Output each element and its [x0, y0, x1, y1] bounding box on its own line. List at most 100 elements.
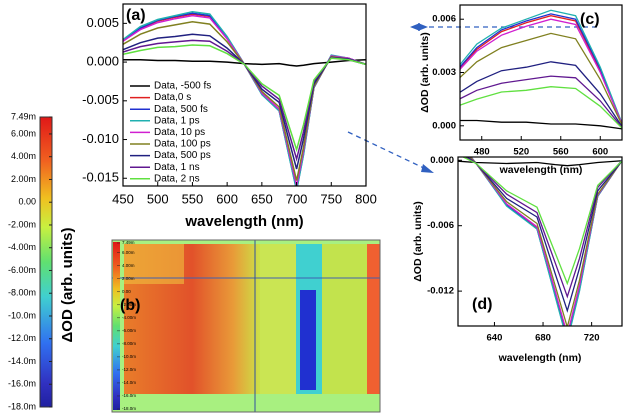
colorbar-tick-label: -4.00m	[8, 242, 36, 252]
mini-colorbar-tick-label: 7.49m	[122, 240, 135, 245]
heatmap-region	[300, 290, 316, 390]
colorbar-tick-label: 2.00m	[11, 174, 36, 184]
series-line	[460, 86, 622, 130]
series-line	[123, 59, 366, 67]
colorbar-tick-label: 0.00	[18, 197, 36, 207]
y-tick-label: 0.000	[86, 54, 119, 69]
mini-colorbar-tick-label: -4.00m	[122, 315, 136, 320]
y-tick-label: 0.006	[432, 14, 456, 25]
series-line	[460, 61, 622, 128]
legend-label: Data,0 s	[154, 92, 191, 103]
x-tick-label: 680	[535, 333, 551, 344]
colorbar	[39, 116, 53, 408]
legend-label: Data, 1 ns	[154, 162, 200, 173]
x-tick-label: 700	[286, 191, 308, 206]
mini-colorbar-tick-label: 4.00m	[122, 263, 135, 268]
y-tick-label: 0.003	[432, 67, 456, 78]
x-tick-label: 640	[487, 333, 503, 344]
series-line	[469, 157, 622, 326]
arrow-head	[410, 23, 420, 31]
mini-colorbar-tick-label: -18.0m	[122, 406, 136, 411]
legend-label: Data, 500 fs	[154, 104, 208, 115]
legend-label: Data, 10 ps	[154, 127, 205, 138]
panel-label: (a)	[126, 7, 146, 24]
panel-label: (b)	[120, 297, 140, 314]
y-tick-label: 0.000	[432, 120, 456, 131]
y-axis-label: ΔOD (arb. units)	[412, 201, 424, 281]
series-line	[460, 75, 622, 129]
mini-colorbar-tick-label: -16.0m	[122, 393, 136, 398]
heatmap-region	[124, 244, 184, 284]
plot-area	[460, 9, 622, 130]
x-tick-label: 600	[592, 147, 608, 158]
legend-label: Data, 1 ps	[154, 115, 200, 126]
panel-label: (c)	[580, 11, 600, 28]
y-tick-label: -0.012	[427, 286, 454, 297]
mini-colorbar-tick-label: -14.0m	[122, 380, 136, 385]
colorbar-tick-label: -18.0m	[8, 401, 36, 411]
colorbar-label: ΔOD (arb. units)	[59, 228, 76, 343]
heatmap-region	[322, 244, 367, 394]
x-tick-label: 750	[320, 191, 342, 206]
series-line	[460, 13, 622, 126]
x-tick-label: 500	[147, 191, 169, 206]
colorbar-tick-label: -10.0m	[8, 310, 36, 320]
plot-frame	[122, 3, 367, 187]
y-axis-label: ΔOD (arb. units)	[419, 32, 431, 112]
series-line	[460, 9, 622, 126]
plot-area	[458, 157, 622, 326]
colorbar-tick-label: 4.00m	[11, 151, 36, 161]
x-tick-label: 720	[584, 333, 600, 344]
heatmap-region	[260, 244, 296, 394]
mini-colorbar	[113, 242, 120, 410]
series-line	[460, 32, 622, 127]
panel-label: (d)	[472, 296, 492, 313]
x-tick-label: 520	[513, 147, 529, 158]
series-line	[123, 33, 366, 170]
series-line	[461, 157, 622, 286]
x-tick-label: 450	[112, 191, 134, 206]
colorbar-tick-label: -8.00m	[8, 288, 36, 298]
plot-frame	[457, 156, 623, 327]
x-tick-label: 600	[216, 191, 238, 206]
x-tick-label: 550	[182, 191, 204, 206]
series-line	[458, 160, 622, 167]
colorbar-tick-label: -2.00m	[8, 219, 36, 229]
series-line	[123, 44, 366, 153]
legend-label: Data, 2 ns	[154, 173, 200, 184]
x-axis-label: wavelength (nm)	[498, 352, 582, 364]
series-line	[466, 157, 622, 313]
series-line	[460, 18, 622, 126]
mini-colorbar-tick-label: 6.00m	[122, 250, 135, 255]
y-tick-label: -0.005	[82, 92, 119, 107]
mini-colorbar-tick-label: -2.00m	[122, 302, 136, 307]
colorbar-tick-label: -14.0m	[8, 356, 36, 366]
y-tick-label: -0.010	[82, 131, 119, 146]
y-tick-label: -0.006	[427, 220, 454, 231]
y-tick-label: 0.000	[430, 155, 454, 166]
series-line	[464, 157, 622, 299]
heatmap-region	[112, 394, 380, 412]
mini-colorbar-tick-label: 0.00	[122, 289, 131, 294]
arrow-head	[421, 164, 434, 173]
x-tick-label: 560	[553, 147, 569, 158]
x-tick-label: 800	[355, 191, 377, 206]
legend-label: Data, -500 fs	[154, 81, 211, 92]
plot-area	[123, 10, 366, 186]
mini-colorbar-tick-label: 2.00m	[122, 276, 135, 281]
legend-label: Data, 500 ps	[154, 150, 211, 161]
heatmap	[111, 239, 381, 413]
y-tick-label: 0.005	[86, 15, 119, 30]
x-axis-label: wavelength (nm)	[499, 164, 583, 176]
mini-colorbar-tick-label: -8.00m	[122, 341, 136, 346]
mini-colorbar-tick-label: -10.0m	[122, 354, 136, 359]
series-line	[460, 119, 622, 130]
colorbar-tick-label: 7.49m	[11, 111, 36, 121]
zoom-arrow	[347, 131, 429, 171]
x-tick-label: 650	[251, 191, 273, 206]
colorbar-tick-label: 6.00m	[11, 128, 36, 138]
mini-colorbar-tick-label: -6.00m	[122, 328, 136, 333]
x-axis-label: wavelength (nm)	[184, 213, 303, 230]
legend-label: Data, 100 ps	[154, 139, 211, 150]
